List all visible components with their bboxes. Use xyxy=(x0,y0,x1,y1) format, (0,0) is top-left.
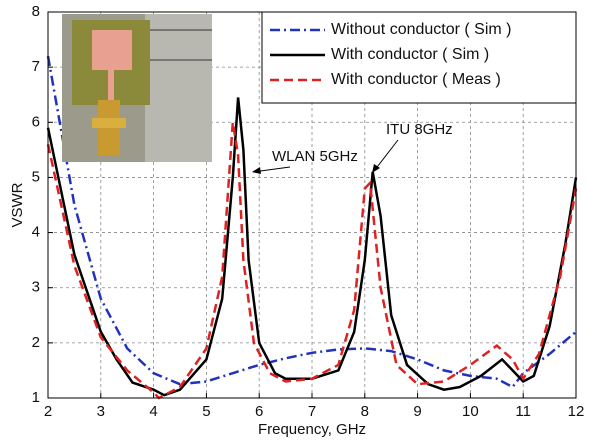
legend-label: With conductor ( Sim ) xyxy=(331,46,489,63)
x-tick-label: 3 xyxy=(97,403,105,420)
x-tick-label: 7 xyxy=(308,403,316,420)
x-tick-label: 10 xyxy=(462,403,479,420)
annotation: ITU 8GHz xyxy=(386,121,453,138)
inset-photo xyxy=(62,14,212,162)
legend-label: Without conductor ( Sim ) xyxy=(331,21,512,38)
x-tick-label: 9 xyxy=(413,403,421,420)
x-axis-label: Frequency, GHz xyxy=(258,421,366,438)
x-tick-label: 4 xyxy=(149,403,157,420)
x-tick-label: 12 xyxy=(568,403,585,420)
x-tick-label: 6 xyxy=(255,403,263,420)
y-tick-label: 8 xyxy=(32,3,40,20)
legend-box xyxy=(261,11,577,104)
arrowhead xyxy=(252,167,261,174)
legend-label: With conductor ( Meas ) xyxy=(331,71,501,88)
y-axis-label: VSWR xyxy=(9,182,26,227)
y-tick-label: 2 xyxy=(32,334,40,351)
annotation-arrow xyxy=(373,139,399,172)
series-line xyxy=(46,55,577,389)
x-tick-label: 2 xyxy=(44,403,52,420)
legend: Without conductor ( Sim ) With conductor … xyxy=(261,11,577,104)
x-tick-label: 8 xyxy=(361,403,369,420)
y-tick-label: 3 xyxy=(32,279,40,296)
y-tick-label: 1 xyxy=(32,389,40,406)
arrowhead xyxy=(372,164,380,173)
x-tick-label: 5 xyxy=(202,403,210,420)
annotation: WLAN 5GHz xyxy=(272,148,358,165)
y-tick-label: 6 xyxy=(32,113,40,130)
series-line xyxy=(46,97,578,397)
y-tick-label: 5 xyxy=(32,168,40,185)
x-tick-label: 11 xyxy=(515,403,531,420)
y-tick-label: 4 xyxy=(32,224,40,241)
y-tick-label: 7 xyxy=(32,58,40,75)
